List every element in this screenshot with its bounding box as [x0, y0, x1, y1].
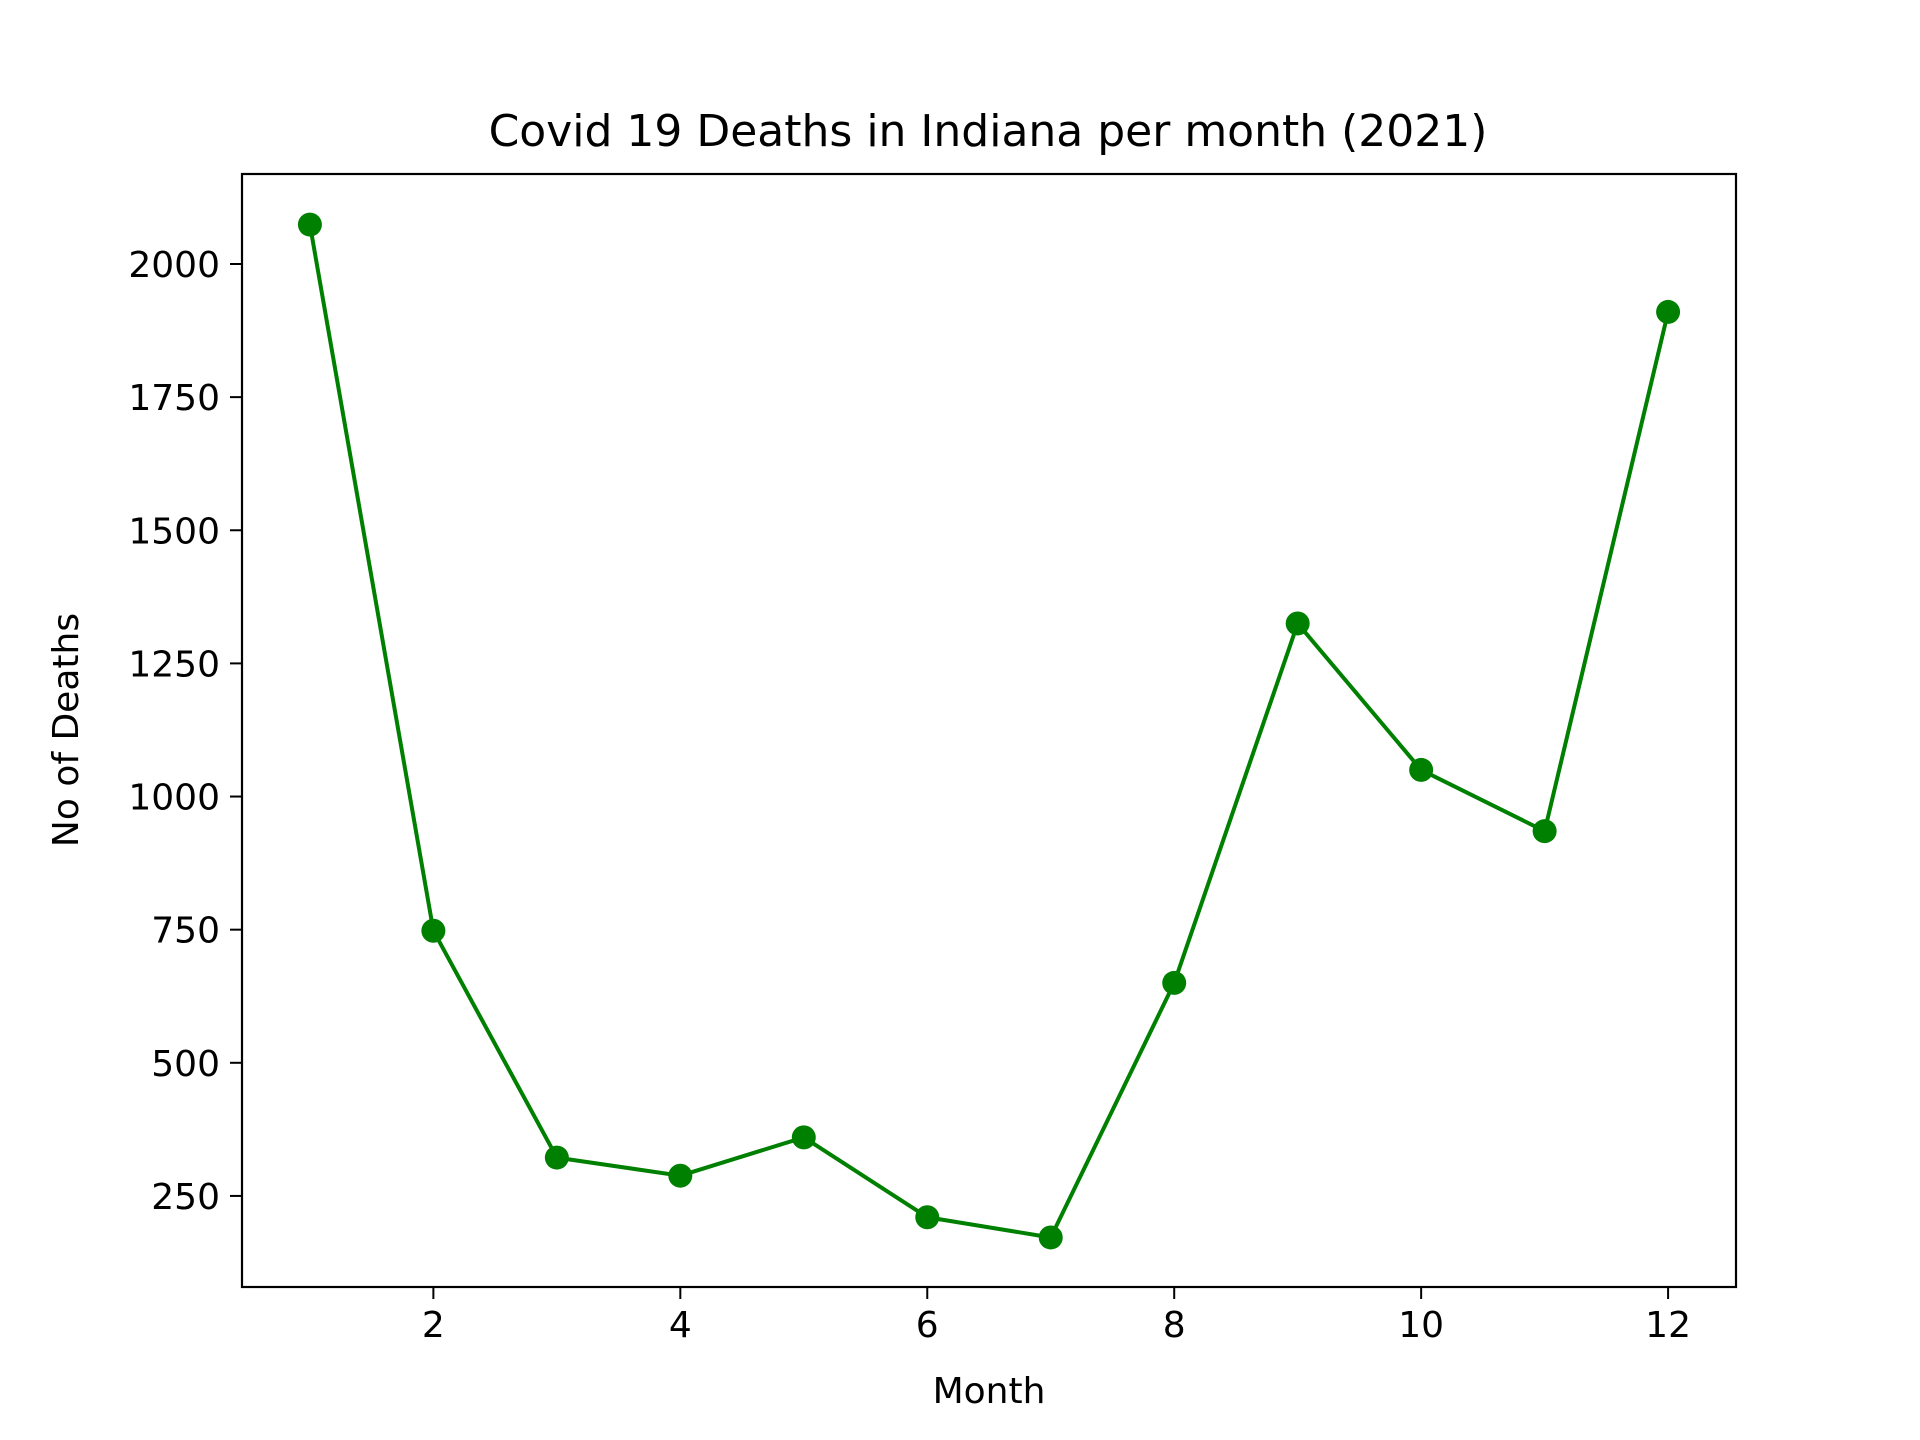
y-axis-label: No of Deaths [46, 613, 87, 847]
data-point [1162, 970, 1187, 995]
data-point [1532, 819, 1557, 844]
y-tick-label: 750 [151, 911, 220, 952]
y-tick-label: 1500 [128, 511, 220, 552]
data-point [1656, 299, 1681, 324]
x-axis-ticks: 2 4 6 8 10 12 [422, 1287, 1691, 1346]
x-tick-label: 2 [422, 1305, 445, 1346]
data-point [915, 1205, 940, 1230]
data-point [1409, 757, 1434, 782]
x-tick-label: 10 [1398, 1305, 1444, 1346]
x-tick-label: 4 [669, 1305, 692, 1346]
data-point [1285, 611, 1310, 636]
data-point [421, 918, 446, 943]
data-point [1038, 1225, 1063, 1250]
chart-title: Covid 19 Deaths in Indiana per month (20… [489, 106, 1488, 157]
x-axis-label: Month [933, 1371, 1046, 1412]
x-tick-label: 8 [1163, 1305, 1186, 1346]
y-tick-label: 1250 [128, 644, 220, 685]
x-tick-label: 6 [916, 1305, 939, 1346]
y-tick-label: 1000 [128, 778, 220, 819]
series-line [307, 222, 1671, 1240]
y-tick-label: 250 [151, 1177, 220, 1218]
y-tick-label: 1750 [128, 378, 220, 419]
data-point [297, 212, 322, 237]
series-layer [297, 212, 1681, 1250]
x-tick-label: 12 [1645, 1305, 1691, 1346]
plot-area-frame [240, 172, 1738, 1289]
y-tick-label: 2000 [128, 245, 220, 286]
y-tick-label: 500 [151, 1044, 220, 1085]
data-point [668, 1163, 693, 1188]
data-point [791, 1125, 816, 1150]
data-point [544, 1145, 569, 1170]
y-axis-ticks: 250 500 750 1000 1250 1500 1750 2000 [128, 245, 242, 1218]
